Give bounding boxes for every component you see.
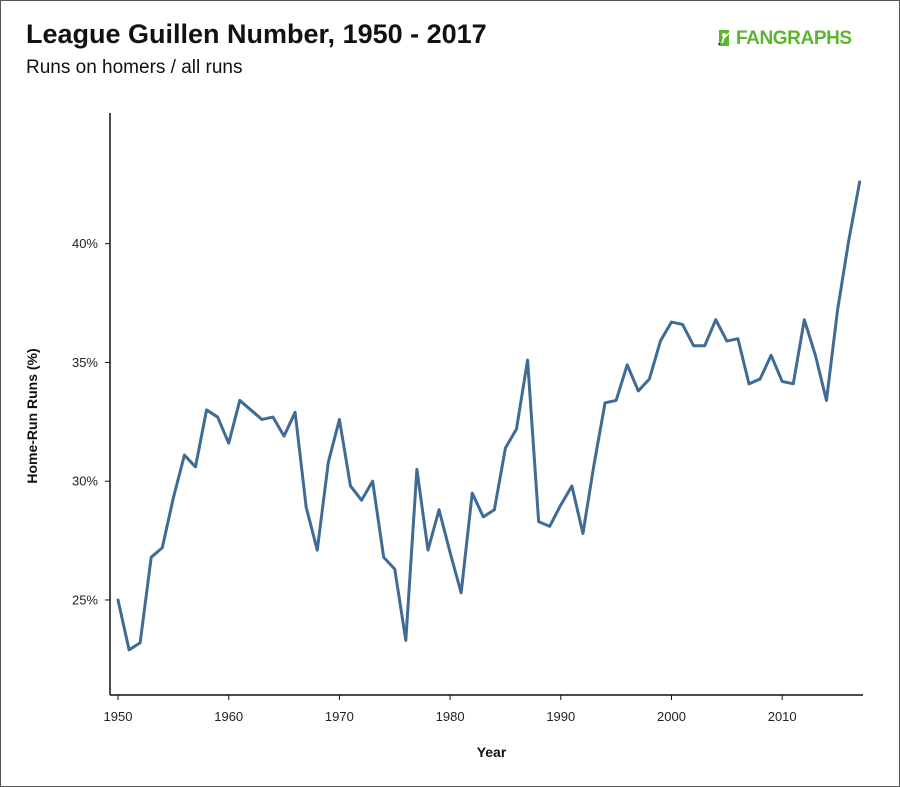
x-tick-label: 1990 <box>546 709 575 724</box>
x-tick-label: 2010 <box>768 709 797 724</box>
x-axis-label: Year <box>477 744 507 760</box>
x-tick-label: 1960 <box>214 709 243 724</box>
x-axis-ticks: 1950 1960 1970 1980 1990 2000 2010 <box>104 695 797 724</box>
series-line <box>116 180 862 652</box>
fangraphs-logo: FANGRAPHS <box>717 28 852 50</box>
chart-title: League Guillen Number, 1950 - 2017 <box>26 19 487 49</box>
x-tick-label: 1980 <box>436 709 465 724</box>
data-points <box>117 181 860 650</box>
chart-subtitle: Runs on homers / all runs <box>26 57 243 78</box>
axes <box>109 113 863 696</box>
y-tick-label: 25% <box>72 592 98 607</box>
batter-icon <box>718 30 730 46</box>
y-tick-label: 40% <box>72 236 98 251</box>
y-axis-ticks: 25% 30% 35% 40% <box>72 236 110 607</box>
x-tick-label: 1970 <box>325 709 354 724</box>
y-tick-label: 35% <box>72 355 98 370</box>
x-tick-label: 1950 <box>104 709 133 724</box>
x-tick-label: 2000 <box>657 709 686 724</box>
y-axis-label: Home-Run Runs (%) <box>24 348 40 483</box>
logo-text: FANGRAPHS <box>736 28 852 49</box>
y-tick-label: 30% <box>72 474 98 489</box>
